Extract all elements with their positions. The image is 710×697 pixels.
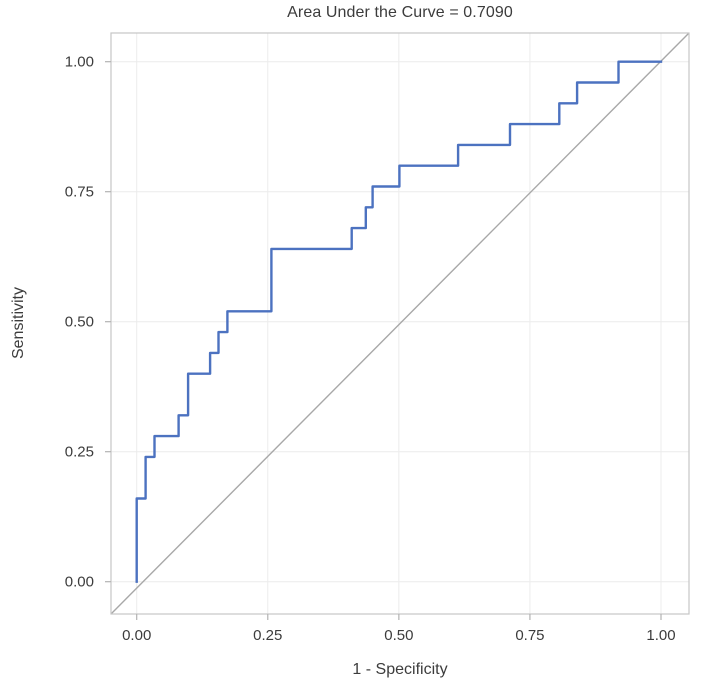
plot-frame bbox=[110, 32, 690, 615]
x-axis-title: 1 - Specificity bbox=[352, 661, 448, 678]
reference-diagonal-line bbox=[110, 32, 690, 615]
y-tick-label: 0.00 bbox=[65, 574, 94, 591]
y-tick-label: 1.00 bbox=[65, 54, 94, 71]
y-tick-label: 0.25 bbox=[65, 444, 94, 461]
roc-curve bbox=[135, 60, 663, 583]
y-tick-label: 0.75 bbox=[65, 184, 94, 201]
chart-title: Area Under the Curve = 0.7090 bbox=[287, 4, 513, 21]
x-tick-label: 0.75 bbox=[515, 627, 544, 644]
x-tick-label: 0.50 bbox=[384, 627, 413, 644]
x-tick-label: 1.00 bbox=[646, 627, 675, 644]
x-tick-label: 0.00 bbox=[122, 627, 151, 644]
x-tick-label: 0.25 bbox=[253, 627, 282, 644]
y-tick-label: 0.50 bbox=[65, 314, 94, 331]
